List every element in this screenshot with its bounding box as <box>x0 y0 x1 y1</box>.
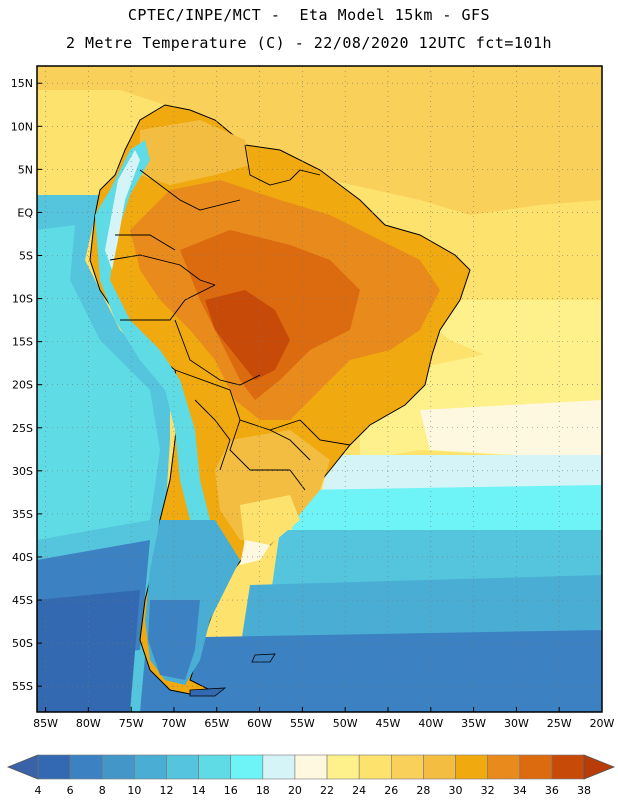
colorbar-label: 22 <box>320 784 334 797</box>
ocean-band-mild <box>420 400 602 460</box>
pampas-cool-zone <box>240 540 270 565</box>
country-borders <box>109 144 351 491</box>
colorbar-label: 32 <box>481 784 495 797</box>
lat-tick-label: 55S <box>12 680 33 693</box>
lat-tick-label: 35S <box>12 508 33 521</box>
colorbar-label: 4 <box>35 784 42 797</box>
colorbar-label: 20 <box>288 784 302 797</box>
longitude-labels: 85W 80W 75W 70W 65W 60W 55W 50W 45W 40W 35W 30W 25W 2… <box>33 707 615 730</box>
falkland-islands <box>251 653 276 663</box>
ocean-band-north-warm <box>37 66 602 215</box>
lat-tick-label: 5S <box>19 249 33 262</box>
colorbar-box <box>551 754 585 780</box>
pampas-zone <box>240 495 300 550</box>
lat-tick-label: EQ <box>17 206 33 219</box>
lon-tick-label: 75W <box>119 717 144 730</box>
ocean-band-cold-2 <box>240 575 602 650</box>
lon-tick-label: 45W <box>376 717 401 730</box>
colorbar-box <box>423 754 456 780</box>
graticule <box>37 66 603 712</box>
lon-tick-label: 20W <box>590 717 615 730</box>
colorbar-label: 36 <box>545 784 559 797</box>
lon-tick-label: 30W <box>504 717 529 730</box>
colorbar-label: 10 <box>127 784 141 797</box>
colorbar-label: 14 <box>192 784 206 797</box>
lat-tick-label: 25S <box>12 422 33 435</box>
lon-tick-label: 70W <box>162 717 187 730</box>
colorbar-box <box>294 754 328 780</box>
colorbar-box <box>230 754 264 780</box>
lat-tick-label: 10N <box>11 120 33 133</box>
colorbar-label: 34 <box>513 784 527 797</box>
colorbar-box <box>455 754 488 780</box>
andes-cold-strip <box>95 140 210 520</box>
patagonia-south <box>148 600 200 680</box>
lon-tick-label: 60W <box>247 717 272 730</box>
lat-tick-label: 20S <box>12 379 33 392</box>
latitude-labels: 15N 10N 5N EQ 5S 10S 15S 20S 25S 30S 35S 40S 45S 50S 5… <box>11 77 42 693</box>
colorbar-label: 6 <box>67 784 74 797</box>
extreme-hot-zone <box>205 290 290 380</box>
lon-tick-label: 65W <box>204 717 229 730</box>
colorbar-box <box>262 754 296 780</box>
colorbar-label: 38 <box>577 784 591 797</box>
lat-tick-label: 15N <box>11 77 33 90</box>
lon-tick-label: 80W <box>76 717 101 730</box>
andes-high-north <box>105 150 140 270</box>
colorbar-high-arrow <box>583 754 616 780</box>
lat-tick-label: 10S <box>12 293 33 306</box>
colorbar-box <box>326 754 360 780</box>
colorbar-box <box>134 754 167 780</box>
lat-tick-label: 5N <box>18 163 33 176</box>
colorbar-label: 16 <box>224 784 238 797</box>
lat-tick-label: 50S <box>12 637 33 650</box>
temperature-map: 15N 10N 5N EQ 5S 10S 15S 20S 25S 30S 35S 40S 45S 50S 5… <box>11 65 615 730</box>
colorbar-box <box>198 754 232 780</box>
lon-tick-label: 40W <box>418 717 443 730</box>
colorbar-label: 24 <box>352 784 366 797</box>
map-field <box>37 66 602 712</box>
ocean-band-cold <box>290 485 602 540</box>
colorbar-label: 26 <box>384 784 398 797</box>
colorbar-box <box>101 754 135 780</box>
colorbar-label: 30 <box>449 784 463 797</box>
colorbar-box <box>519 754 553 780</box>
map-frame <box>36 65 603 713</box>
colorbar-box <box>69 754 103 780</box>
pacific-band-coastal <box>37 225 160 540</box>
lon-tick-label: 55W <box>290 717 315 730</box>
colorbar-box <box>166 754 199 780</box>
colorbar-label: 28 <box>416 784 430 797</box>
northern-mild-zone <box>140 120 250 185</box>
lat-tick-label: 30S <box>12 465 33 478</box>
colorbar-low-arrow <box>6 754 39 780</box>
lon-tick-label: 50W <box>333 717 358 730</box>
lat-tick-label: 45S <box>12 594 33 607</box>
title-line-1: CPTEC/INPE/MCT - Eta Model 15km - GFS <box>127 6 491 24</box>
colorbar-box <box>487 754 521 780</box>
lat-tick-label: 15S <box>12 336 33 349</box>
lon-tick-label: 35W <box>461 717 486 730</box>
colorbar-label: 12 <box>159 784 173 797</box>
colorbar-label: 18 <box>256 784 270 797</box>
lon-tick-label: 85W <box>33 717 58 730</box>
colorbar-box <box>37 754 71 780</box>
lon-tick-label: 25W <box>547 717 572 730</box>
colorbar-box <box>390 754 424 780</box>
colorbar-box <box>358 754 392 780</box>
lat-tick-label: 40S <box>12 551 33 564</box>
colorbar-label: 8 <box>99 784 106 797</box>
title-line-2: 2 Metre Temperature (C) - 22/08/2020 12U… <box>65 34 553 52</box>
tierra-del-fuego <box>189 687 227 697</box>
